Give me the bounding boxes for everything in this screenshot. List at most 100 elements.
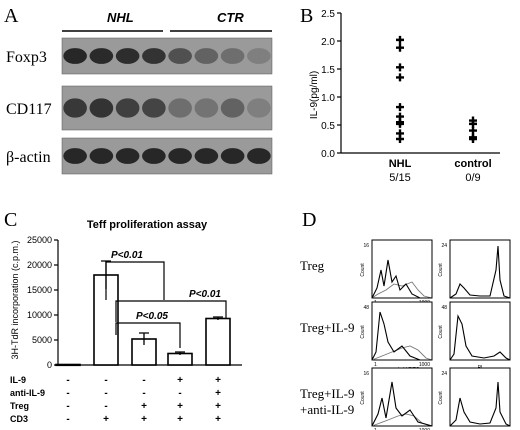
annexin-histogram-1 bbox=[371, 311, 432, 361]
panelc-errorbar-4 bbox=[213, 316, 223, 320]
panel-c: C Teff proliferation assay 3H-TdR incorp… bbox=[4, 209, 242, 425]
panelb-ratio-nhl: 5/15 bbox=[389, 172, 410, 184]
panelb-point-0-4 bbox=[396, 103, 404, 112]
condition-label-2: Treg bbox=[10, 401, 29, 411]
panelb-ticks: 0.0 0.5 1.0 1.5 2.0 2.5 bbox=[321, 9, 341, 160]
panelb-point-0-7 bbox=[396, 119, 404, 128]
blot-band-2-1 bbox=[89, 148, 114, 164]
annexin-count-label-0: Count bbox=[360, 263, 366, 277]
panelc-errorbar-2 bbox=[139, 332, 149, 345]
panel-d-histograms: Treg16Count11000annexin V FITC24CountPIT… bbox=[300, 239, 511, 430]
blot-band-1-1 bbox=[89, 98, 114, 118]
group-label-ctr: CTR bbox=[217, 10, 244, 25]
condition-label-1: anti-IL-9 bbox=[10, 388, 45, 398]
condition-mark-0-2: - bbox=[142, 375, 145, 386]
annexin-histogram-0 bbox=[371, 259, 432, 299]
condition-mark-1-3: - bbox=[178, 388, 181, 399]
condition-mark-1-2: - bbox=[142, 388, 145, 399]
histogram-row-1: Treg+IL-948Count11000annexin V FITC48Cou… bbox=[300, 301, 511, 373]
panel-a: A NHL CTR Foxp3 CD117 β-actin bbox=[4, 5, 273, 175]
condition-mark-2-0: - bbox=[66, 401, 69, 412]
panelb-tick-label-1: 0.5 bbox=[321, 121, 335, 132]
blot-band-2-2 bbox=[115, 148, 140, 164]
panelc-errorbar-3 bbox=[175, 351, 185, 355]
panelb-point-0-0 bbox=[396, 35, 404, 44]
annexin-count-max-0: 16 bbox=[363, 243, 369, 249]
condition-mark-3-0: - bbox=[66, 414, 69, 425]
blot-band-0-3 bbox=[142, 48, 166, 64]
group-label-nhl: NHL bbox=[107, 10, 134, 25]
panelc-tick-label-2: 10000 bbox=[27, 310, 52, 320]
panelb-tick-label-4: 2.0 bbox=[321, 37, 335, 48]
blot-band-1-4 bbox=[168, 98, 192, 118]
condition-mark-2-1: - bbox=[104, 401, 107, 412]
histogram-row-0: Treg16Count11000annexin V FITC24CountPI bbox=[300, 239, 511, 311]
panelb-tick-label-5: 2.5 bbox=[321, 9, 335, 20]
condition-label-0: IL-9 bbox=[10, 375, 26, 385]
panelb-point-0-3 bbox=[396, 73, 404, 82]
condition-mark-1-4: + bbox=[215, 388, 221, 399]
panelc-ticks: 0 5000 10000 15000 20000 25000 bbox=[27, 235, 58, 370]
blot-band-2-0 bbox=[63, 148, 87, 164]
condition-mark-0-0: - bbox=[66, 375, 69, 386]
annexin-histogram-control-0 bbox=[371, 281, 433, 299]
condition-mark-2-2: + bbox=[141, 401, 147, 412]
annexin-plot-frame-0 bbox=[371, 239, 433, 299]
blot-band-1-7 bbox=[247, 98, 271, 118]
panel-a-letter: A bbox=[4, 5, 19, 27]
panelb-point-1-4 bbox=[469, 135, 477, 143]
panelb-point-0-2 bbox=[396, 63, 404, 72]
annexin-histogram-2 bbox=[371, 381, 433, 427]
histogram-row-2: Treg+IL-9+anti-IL-916Count11000annexin V… bbox=[300, 367, 511, 430]
pi-count-label-2: Count bbox=[438, 391, 444, 405]
pi-plot-frame-2 bbox=[449, 367, 511, 427]
blot-band-0-7 bbox=[247, 48, 271, 64]
panelb-point-0-9 bbox=[396, 135, 404, 143]
blot-band-1-6 bbox=[220, 98, 245, 118]
annotation-p-treg-vs-il9: P<0.05 bbox=[136, 311, 168, 322]
annexin-histogram-control-2 bbox=[371, 413, 433, 427]
panelb-ratio-control: 0/9 bbox=[465, 172, 480, 184]
panel-c-letter: C bbox=[4, 209, 17, 231]
pi-count-max-0: 24 bbox=[441, 243, 447, 249]
significance-bracket-treg-vs-il9 bbox=[115, 322, 181, 348]
panelb-tick-label-3: 1.5 bbox=[321, 65, 335, 76]
panelc-tick-label-1: 5000 bbox=[32, 335, 52, 345]
condition-mark-1-0: - bbox=[66, 388, 69, 399]
panelc-y-axis-label: 3H-TdR incorporation (c.p.m.) bbox=[10, 240, 20, 359]
panelb-tick-label-2: 1.0 bbox=[321, 93, 335, 104]
pi-count-max-2: 24 bbox=[441, 371, 447, 377]
panelb-y-axis-label: IL-9(pg/ml) bbox=[309, 71, 320, 119]
condition-mark-3-4: + bbox=[215, 414, 221, 425]
blot-band-1-0 bbox=[63, 98, 87, 118]
annexin-count-max-2: 16 bbox=[363, 371, 369, 377]
pi-histogram-2 bbox=[449, 381, 511, 427]
panelc-bar-0 bbox=[55, 363, 81, 367]
condition-mark-3-3: + bbox=[177, 414, 183, 425]
annexin-plot-frame-2 bbox=[371, 367, 433, 427]
annexin-count-label-2: Count bbox=[360, 391, 366, 405]
blot-band-2-5 bbox=[194, 148, 219, 164]
blot-label-2: β-actin bbox=[6, 149, 51, 166]
annotation-p-cd3-vs-treg: P<0.01 bbox=[111, 250, 143, 261]
blot-band-1-2 bbox=[115, 98, 140, 118]
panelb-point-1-1 bbox=[469, 119, 477, 128]
pi-histogram-1 bbox=[449, 314, 511, 361]
condition-label-3: CD3 bbox=[10, 414, 28, 424]
panel-b: B IL-9(pg/ml) 0.0 0.5 1.0 1.5 2.0 2.5 NHL 5/1… bbox=[300, 5, 500, 184]
panelb-point-0-1 bbox=[396, 43, 404, 52]
condition-mark-2-4: + bbox=[215, 401, 221, 412]
pi-count-label-1: Count bbox=[438, 325, 444, 339]
blot-band-0-5 bbox=[194, 48, 219, 64]
blot-band-0-1 bbox=[89, 48, 114, 64]
annexin-tick-low-1: 1 bbox=[374, 362, 377, 368]
blot-band-0-0 bbox=[63, 48, 87, 64]
condition-sublabel-d-2: +anti-IL-9 bbox=[300, 402, 354, 417]
blot-band-0-2 bbox=[115, 48, 140, 64]
annexin-count-max-1: 48 bbox=[363, 305, 369, 311]
blot-band-2-4 bbox=[168, 148, 192, 164]
panelc-tick-label-3: 15000 bbox=[27, 285, 52, 295]
blot-band-2-6 bbox=[220, 148, 245, 164]
blot-label-1: CD117 bbox=[6, 101, 52, 118]
